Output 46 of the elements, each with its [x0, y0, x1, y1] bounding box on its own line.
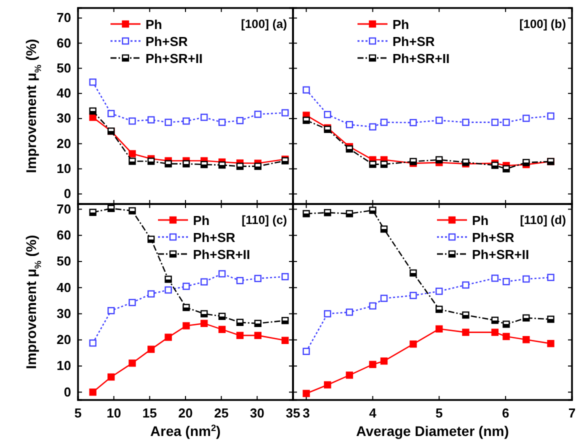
- legend-label: Ph: [472, 213, 489, 228]
- y-tick-label: 30: [56, 110, 72, 126]
- legend-label: Ph+SR+II: [146, 51, 203, 66]
- legend-label: Ph: [146, 17, 162, 32]
- x-tick-label: 30: [250, 405, 264, 420]
- y-tick-label: 20: [56, 332, 72, 348]
- x-tick-label: 5: [74, 405, 82, 420]
- y-tick-label: 0: [64, 384, 72, 400]
- legend-label: Ph+SR+II: [392, 51, 450, 66]
- legend-label: Ph: [193, 213, 210, 228]
- x-axis-title: Average Diameter (nm): [356, 423, 509, 439]
- x-tick-label: 6: [502, 405, 510, 420]
- y-tick-label: 10: [56, 358, 72, 374]
- legend-label: Ph+SR: [193, 230, 236, 245]
- y-tick-label: 60: [56, 35, 72, 50]
- x-tick-label: 4: [369, 405, 378, 420]
- legend-label: Ph+SR+II: [472, 247, 530, 262]
- x-axis-title: Area (nm$^{2}$): [150, 423, 221, 439]
- x-tick-label: 7: [568, 405, 576, 420]
- y-tick-label: 40: [56, 86, 72, 101]
- annotation: [100] (b): [519, 17, 566, 31]
- x-tick-label: 35: [286, 405, 300, 420]
- annotation: [100] (a): [240, 17, 287, 31]
- legend-label: Ph+SR: [146, 34, 188, 49]
- y-tick-label: 10: [56, 160, 72, 176]
- y-tick-label: 40: [56, 280, 72, 295]
- legend-label: Ph+SR: [472, 230, 515, 245]
- legend-label: Ph+SR: [392, 34, 436, 49]
- x-tick-label: 3: [302, 405, 310, 420]
- y-tick-label: 70: [56, 10, 72, 26]
- x-tick-label: 10: [106, 405, 122, 420]
- annotation: [110] (c): [242, 213, 287, 227]
- legend-label: Ph+SR+II: [193, 247, 250, 262]
- y-tick-label: 70: [56, 201, 72, 216]
- y-tick-label: 50: [56, 60, 72, 76]
- y-tick-label: 0: [64, 186, 72, 202]
- x-tick-label: 5: [436, 405, 443, 420]
- annotation: [110] (d): [520, 213, 566, 227]
- x-tick-label: 15: [142, 405, 157, 420]
- y-tick-label: 30: [56, 306, 72, 321]
- y-tick-label: 50: [56, 254, 72, 269]
- x-tick-label: 20: [178, 405, 193, 420]
- y-tick-label: 20: [56, 136, 72, 151]
- y-tick-label: 60: [56, 228, 72, 243]
- x-tick-label: 25: [214, 405, 229, 420]
- legend-label: Ph: [392, 17, 410, 32]
